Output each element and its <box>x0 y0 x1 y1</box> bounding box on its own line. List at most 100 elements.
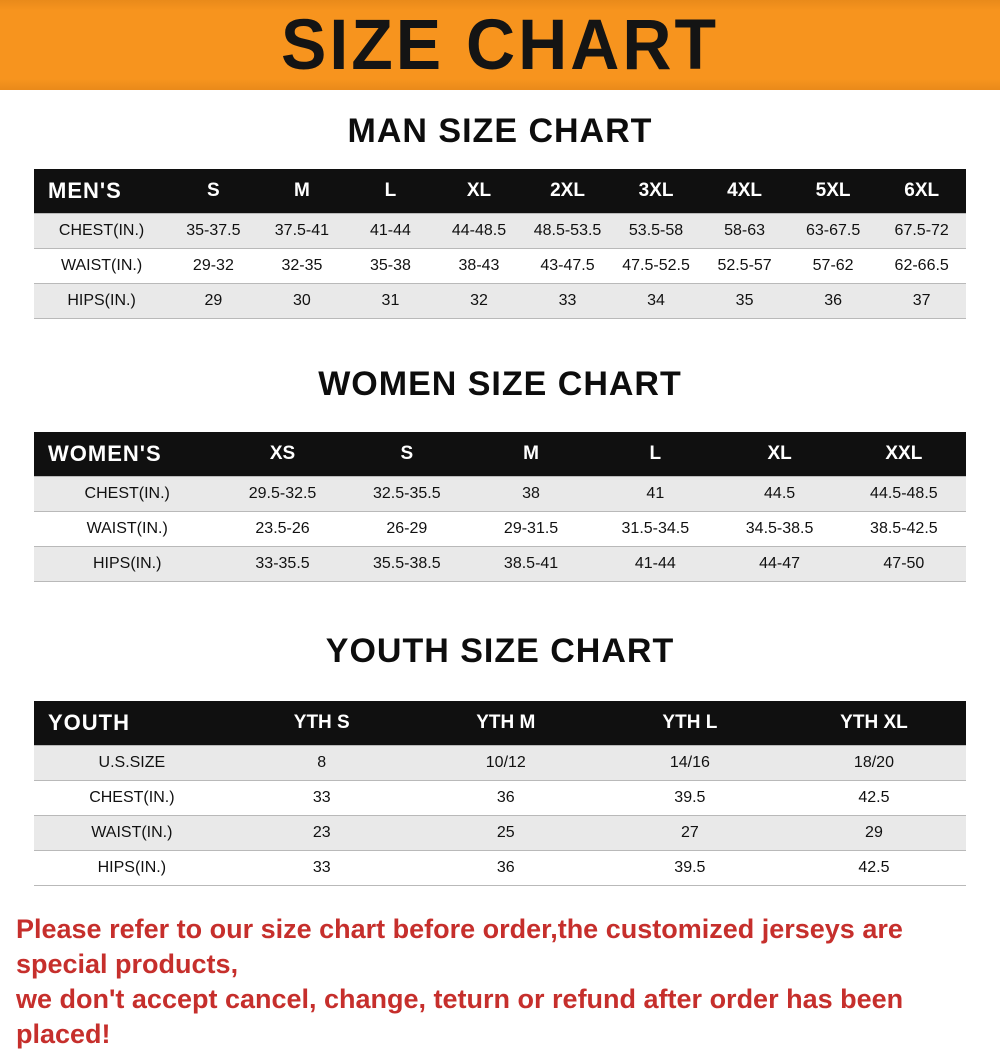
size-column-header: XXL <box>885 443 923 464</box>
value-cell: 34.5-38.5 <box>717 511 842 547</box>
table-row: HIPS(IN.) 33-35.5 35.5-38.5 38.5-41 41-44 44-… <box>34 546 966 582</box>
value-cell: 36 <box>788 283 878 319</box>
table-row: HIPS(IN.) 29 30 31 32 33 34 35 36 37 <box>34 283 966 319</box>
man-size-chart-title: MAN SIZE CHART <box>347 112 653 150</box>
value-cell: 29-32 <box>169 248 258 284</box>
table-header-row: YOUTH YTH S YTH M YTH L YTH XL <box>34 701 966 746</box>
value-cell: 35.5-38.5 <box>344 546 469 582</box>
size-column-header: S <box>207 180 220 201</box>
value-cell: 53.5-58 <box>611 213 701 249</box>
women-size-chart-title: WOMEN SIZE CHART <box>318 365 682 403</box>
value-cell: 39.5 <box>597 780 782 816</box>
value-cell: 42.5 <box>781 850 966 886</box>
value-cell: 44-48.5 <box>434 213 524 249</box>
row-label-cell: CHEST(IN.) <box>34 213 170 249</box>
order-note-line1: Please refer to our size chart before or… <box>16 914 903 980</box>
size-column-header: 5XL <box>815 180 851 201</box>
size-column-header: M <box>294 180 310 201</box>
size-table: YOUTH YTH S YTH M YTH L YTH XL U.S.SIZE 8 10/12… <box>34 701 966 886</box>
value-cell: 48.5-53.5 <box>523 213 612 249</box>
value-cell: 57-62 <box>788 248 878 284</box>
size-column-header: YTH L <box>662 712 718 733</box>
value-cell: 29 <box>781 815 966 851</box>
value-cell: 23 <box>229 815 414 851</box>
value-cell: 33-35.5 <box>220 546 345 582</box>
value-cell: 38-43 <box>434 248 524 284</box>
value-cell: 58-63 <box>700 213 789 249</box>
table-row: WAIST(IN.) 23.5-26 26-29 29-31.5 31.5-34.5 34… <box>34 511 966 547</box>
table-row: WAIST(IN.) 23 25 27 29 <box>34 815 966 851</box>
value-cell: 39.5 <box>597 850 782 886</box>
table-title-cell: MEN'S <box>48 178 122 203</box>
size-column-header: 3XL <box>638 180 674 201</box>
size-table: MEN'S S M L XL 2XL 3XL 4XL 5XL 6XL CHEST(IN.) 35-37… <box>34 169 966 319</box>
value-cell: 32 <box>434 283 524 319</box>
value-cell: 27 <box>597 815 782 851</box>
value-cell: 37.5-41 <box>257 213 347 249</box>
youth-size-table: YOUTH YTH S YTH M YTH L YTH XL U.S.SIZE 8 10/12… <box>34 701 966 886</box>
row-label-cell: CHEST(IN.) <box>34 780 230 816</box>
value-cell: 41 <box>593 476 718 512</box>
row-label-cell: HIPS(IN.) <box>34 546 221 582</box>
value-cell: 62-66.5 <box>877 248 966 284</box>
value-cell: 35-37.5 <box>169 213 258 249</box>
table-row: U.S.SIZE 8 10/12 14/16 18/20 <box>34 745 966 781</box>
page-title: SIZE CHART <box>281 5 719 85</box>
table-row: CHEST(IN.) 35-37.5 37.5-41 41-44 44-48.5 48.5… <box>34 213 966 249</box>
mens-size-table: MEN'S S M L XL 2XL 3XL 4XL 5XL 6XL CHEST(IN.) 35-37… <box>34 169 966 319</box>
order-note-line2: we don't accept cancel, change, teturn o… <box>16 984 904 1050</box>
row-label-cell: HIPS(IN.) <box>34 850 230 886</box>
banner: SIZE CHART <box>0 0 1000 90</box>
value-cell: 29.5-32.5 <box>220 476 345 512</box>
value-cell: 34 <box>611 283 701 319</box>
table-title-cell: WOMEN'S <box>48 441 162 466</box>
value-cell: 31.5-34.5 <box>593 511 718 547</box>
value-cell: 43-47.5 <box>523 248 612 284</box>
value-cell: 35 <box>700 283 789 319</box>
value-cell: 47-50 <box>841 546 966 582</box>
table-row: WAIST(IN.) 29-32 32-35 35-38 38-43 43-47.5 47.… <box>34 248 966 284</box>
order-note: Please refer to our size chart before or… <box>16 912 1000 1052</box>
value-cell: 32-35 <box>257 248 347 284</box>
value-cell: 47.5-52.5 <box>611 248 701 284</box>
value-cell: 29 <box>169 283 258 319</box>
size-column-header: S <box>400 443 414 464</box>
table-title-cell: YOUTH <box>48 710 130 735</box>
size-column-header: 2XL <box>550 180 585 201</box>
value-cell: 42.5 <box>781 780 966 816</box>
size-column-header: XL <box>466 180 492 201</box>
size-column-header: XS <box>269 443 296 464</box>
value-cell: 44.5 <box>717 476 842 512</box>
value-cell: 33 <box>229 780 414 816</box>
value-cell: 30 <box>257 283 347 319</box>
value-cell: 36 <box>413 850 598 886</box>
value-cell: 35-38 <box>346 248 435 284</box>
row-label-cell: CHEST(IN.) <box>34 476 221 512</box>
size-column-header: L <box>649 443 662 464</box>
value-cell: 31 <box>346 283 435 319</box>
value-cell: 38 <box>468 476 594 512</box>
size-column-header: YTH M <box>476 712 536 733</box>
value-cell: 29-31.5 <box>468 511 594 547</box>
row-label-cell: WAIST(IN.) <box>34 815 230 851</box>
value-cell: 52.5-57 <box>700 248 789 284</box>
value-cell: 38.5-42.5 <box>841 511 966 547</box>
value-cell: 36 <box>413 780 598 816</box>
value-cell: 26-29 <box>344 511 469 547</box>
table-row: HIPS(IN.) 33 36 39.5 42.5 <box>34 850 966 886</box>
womens-size-table: WOMEN'S XS S M L XL XXL CHEST(IN.) 29.5-32.5 32.5… <box>34 432 966 582</box>
value-cell: 41-44 <box>346 213 435 249</box>
row-label-cell: WAIST(IN.) <box>34 511 221 547</box>
value-cell: 10/12 <box>413 745 598 781</box>
value-cell: 14/16 <box>597 745 782 781</box>
row-label-cell: HIPS(IN.) <box>34 283 170 319</box>
value-cell: 33 <box>229 850 414 886</box>
table-header-row: MEN'S S M L XL 2XL 3XL 4XL 5XL 6XL <box>34 169 966 214</box>
youth-size-chart-title: YOUTH SIZE CHART <box>325 632 675 670</box>
row-label-cell: WAIST(IN.) <box>34 248 170 284</box>
value-cell: 44-47 <box>717 546 842 582</box>
size-column-header: 6XL <box>904 180 940 201</box>
size-column-header: L <box>384 180 397 201</box>
size-column-header: 4XL <box>727 180 762 201</box>
